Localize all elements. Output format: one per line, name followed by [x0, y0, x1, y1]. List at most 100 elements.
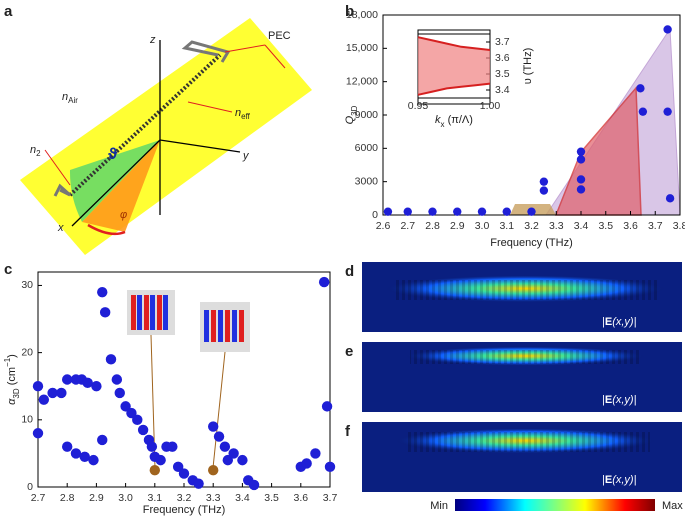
substrate-plane — [20, 18, 312, 255]
label-part: (x,y)| — [612, 316, 636, 328]
diagram: z y x PEC nAir neff n2 ϑ φ — [20, 18, 312, 255]
data-point — [208, 465, 219, 476]
label-part: 3D — [12, 388, 21, 398]
data-point — [453, 207, 462, 216]
data-point — [97, 434, 108, 446]
data-point — [576, 147, 586, 156]
data-point — [663, 107, 672, 116]
x-tick-label: 3.2 — [177, 492, 192, 504]
data-point — [149, 465, 160, 476]
y-tick-label: 9000 — [355, 109, 379, 121]
label-part: | — [602, 316, 605, 328]
axis-label: x — [57, 222, 64, 234]
x-tick-label: 3.7 — [648, 220, 663, 232]
data-point — [539, 177, 549, 186]
band-fill — [418, 37, 490, 95]
band-line — [417, 82, 491, 96]
data-point — [576, 155, 586, 164]
x-tick-label: 3.1 — [499, 220, 514, 232]
field-texture — [405, 432, 650, 452]
stripe — [157, 295, 162, 330]
data-point — [82, 377, 93, 389]
x-tick-label: 3.4 — [574, 220, 589, 232]
data-point — [105, 354, 117, 365]
shaded-region — [554, 86, 642, 216]
data-point — [56, 387, 67, 399]
x-tick-label: 3.3 — [206, 492, 221, 504]
data-point — [120, 401, 131, 412]
data-point — [38, 394, 50, 405]
data-point — [146, 441, 158, 452]
data-point — [527, 207, 536, 216]
data-point — [126, 407, 137, 419]
data-point — [428, 207, 437, 216]
data-point — [248, 479, 260, 491]
x-tick-label: 2.9 — [89, 492, 104, 504]
y-tick-label: 3000 — [355, 175, 379, 187]
pec-label: PEC — [268, 30, 291, 42]
n-air-label: nAir — [62, 91, 78, 105]
data-point — [97, 286, 108, 298]
leader-line — [212, 351, 226, 469]
theta-wedge — [69, 140, 160, 222]
stripe — [204, 310, 209, 342]
stripe — [137, 295, 142, 330]
data-point — [99, 307, 111, 318]
data-point — [663, 25, 672, 34]
x-tick-label: 3.5 — [264, 492, 279, 504]
theta-label: ϑ — [108, 146, 118, 163]
x-tick-label: 2.6 — [376, 220, 391, 232]
x-tick-label: 1.00 — [480, 100, 501, 112]
data-point — [237, 454, 248, 466]
y-tick-label: 18,000 — [346, 9, 378, 21]
y-tick-label: 3.6 — [495, 52, 510, 64]
y-tick-label: 20 — [21, 346, 33, 358]
data-point — [208, 421, 219, 432]
axis-label: z — [149, 34, 156, 46]
label-part: 3D — [350, 105, 359, 115]
x-tick-label: 3.6 — [293, 492, 308, 504]
label-part: −1 — [3, 357, 12, 367]
label-part: x — [441, 120, 445, 129]
field-maps: |E(x,y)| |E(x,y)| |E(x,y)| — [362, 262, 682, 492]
data-point — [228, 448, 239, 459]
pointer — [187, 101, 233, 113]
label-part: (cm — [6, 367, 18, 388]
y-axis-label: υ (THz) — [522, 48, 534, 85]
pointer — [44, 149, 71, 186]
panel-label: d — [345, 263, 354, 280]
x-tick-label: 3.7 — [323, 492, 338, 504]
stripe — [225, 310, 230, 342]
symbol: n — [30, 144, 36, 156]
stripe — [239, 310, 244, 342]
colorbar — [455, 499, 655, 511]
data-point — [193, 478, 204, 489]
data-point — [219, 441, 231, 452]
x-tick-label: 3.0 — [118, 492, 133, 504]
label-part: Q — [344, 115, 356, 124]
x-tick-label: 2.7 — [31, 492, 46, 504]
data-point — [167, 441, 178, 452]
label-part: k — [435, 114, 441, 126]
label-part: | — [602, 474, 605, 486]
x-tick-label: 3.5 — [598, 220, 613, 232]
y-axis — [159, 139, 241, 153]
colorbar-min: Min — [430, 500, 448, 512]
y-tick-label: 6000 — [355, 142, 379, 154]
stripe — [163, 295, 168, 330]
field-label: |E(x,y)| — [602, 394, 637, 406]
phi-label: φ — [120, 209, 127, 221]
y-tick-label: 12,000 — [346, 75, 378, 87]
field-texture — [395, 280, 660, 300]
data-point — [91, 381, 102, 392]
x-tick-label: 2.7 — [400, 220, 415, 232]
stripe — [150, 295, 155, 330]
data-point — [310, 448, 321, 459]
stripe — [131, 295, 136, 330]
data-point — [539, 186, 549, 195]
data-point — [47, 387, 58, 399]
x-tick-label: 3.2 — [524, 220, 539, 232]
pointer — [264, 44, 286, 69]
phi-wedge — [82, 140, 160, 232]
data-point — [79, 451, 90, 462]
